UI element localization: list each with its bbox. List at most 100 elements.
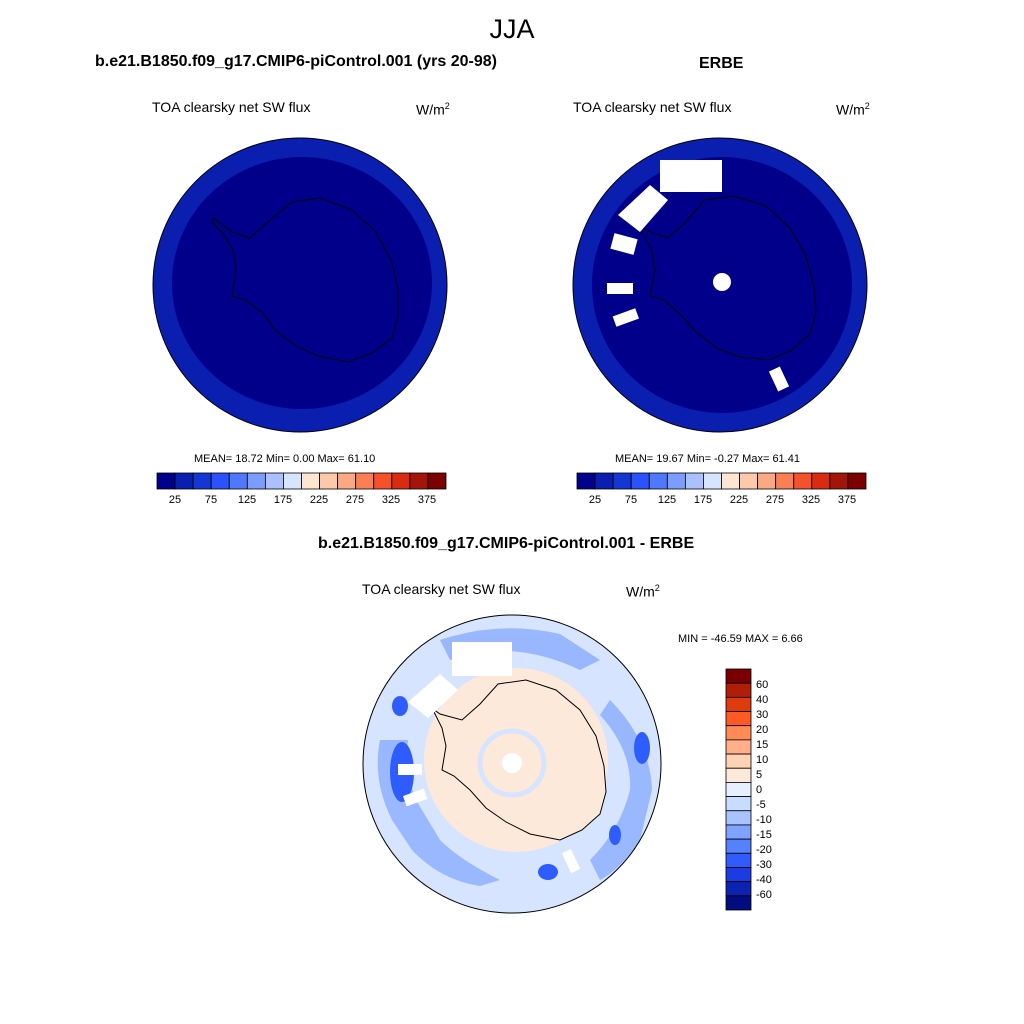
colorbar-swatch [684, 472, 704, 490]
colorbar-tick-label: 375 [837, 494, 857, 506]
colorbar-swatch [409, 472, 429, 490]
colorbar-swatch [666, 472, 686, 490]
colorbar-swatch [337, 472, 357, 490]
diff-stats: MIN = -46.59 MAX = 6.66 [678, 633, 803, 645]
colorbar-swatch [725, 696, 752, 712]
colorbar-tick-label: 25 [168, 494, 182, 506]
model-stats: MEAN= 18.72 Min= 0.00 Max= 61.10 [194, 453, 376, 465]
colorbar-swatch [775, 472, 795, 490]
colorbar-swatch [725, 725, 752, 741]
colorbar-swatch [391, 472, 411, 490]
colorbar-swatch [283, 472, 302, 490]
colorbar-tick-label: 20 [756, 724, 769, 736]
colorbar-tick-label: 175 [693, 494, 713, 506]
obs-map-border [572, 137, 868, 433]
diff-map-border [362, 614, 662, 914]
colorbar-swatch [725, 810, 752, 826]
colorbar-swatch [246, 472, 266, 490]
colorbar-swatch [829, 472, 849, 490]
model-colorbar [156, 472, 447, 490]
colorbar-swatch [739, 472, 759, 490]
colorbar-swatch [725, 767, 752, 783]
model-variable-label: TOA clearsky net SW flux [152, 99, 311, 115]
colorbar-swatch [725, 753, 752, 769]
colorbar-swatch [725, 895, 752, 911]
colorbar-swatch [703, 472, 722, 490]
colorbar-tick-label: -5 [756, 799, 766, 811]
colorbar-tick-label: 0 [756, 784, 763, 796]
colorbar-swatch [725, 711, 752, 727]
diff-variable-label: TOA clearsky net SW flux [362, 581, 521, 597]
colorbar-tick-label: -20 [756, 844, 772, 856]
colorbar-tick-label: 325 [381, 494, 401, 506]
colorbar-tick-label: 275 [765, 494, 785, 506]
colorbar-tick-label: 275 [345, 494, 365, 506]
colorbar-swatch [847, 472, 867, 490]
colorbar-swatch [319, 472, 339, 490]
colorbar-swatch [725, 682, 752, 698]
colorbar-swatch [725, 796, 752, 812]
colorbar-swatch [210, 472, 230, 490]
colorbar-tick-label: 325 [801, 494, 821, 506]
colorbar-swatch [725, 852, 752, 868]
colorbar-tick-label: 75 [204, 494, 218, 506]
missing-data-patches [398, 642, 581, 874]
colorbar-swatch [576, 472, 596, 490]
colorbar-swatch [192, 472, 212, 490]
obs-panel-title: ERBE [699, 55, 744, 72]
colorbar-tick-label: 15 [756, 739, 769, 751]
colorbar-tick-label: 5 [756, 769, 763, 781]
colorbar-tick-label: -40 [756, 874, 772, 886]
colorbar-tick-label: 10 [756, 754, 769, 766]
colorbar-tick-label: 30 [756, 709, 769, 721]
ocean-fill-inner [172, 157, 432, 409]
colorbar-swatch [811, 472, 831, 490]
colorbar-tick-label: -10 [756, 814, 772, 826]
colorbar-tick-label: 25 [588, 494, 602, 506]
colorbar-tick-label: 225 [309, 494, 329, 506]
colorbar-swatch [373, 472, 393, 490]
obs-colorbar [576, 472, 867, 490]
colorbar-swatch [793, 472, 813, 490]
colorbar-tick-label: -30 [756, 859, 772, 871]
colorbar-tick-label: -15 [756, 829, 772, 841]
missing-data-patches [607, 160, 790, 392]
diff-units-label: W/m2 [626, 583, 660, 600]
obs-variable-label: TOA clearsky net SW flux [573, 99, 732, 115]
colorbar-swatch [725, 824, 752, 840]
colorbar-swatch [725, 838, 752, 854]
colorbar-swatch [757, 472, 777, 490]
colorbar-swatch [301, 472, 320, 490]
model-polar-map [153, 138, 447, 432]
colorbar-swatch [725, 739, 752, 755]
inner-ring [477, 728, 547, 798]
obs-stats: MEAN= 19.67 Min= -0.27 Max= 61.41 [615, 453, 800, 465]
colorbar-tick-label: 375 [417, 494, 437, 506]
colorbar-tick-label: -60 [756, 889, 772, 901]
colorbar-swatch [264, 472, 284, 490]
strong-negative-patches [390, 696, 650, 880]
colorbar-tick-label: 125 [657, 494, 677, 506]
obs-polar-map [573, 138, 867, 432]
colorbar-tick-label: 60 [756, 679, 769, 691]
colorbar-swatch [228, 472, 248, 490]
colorbar-swatch [156, 472, 176, 490]
colorbar-swatch [630, 472, 650, 490]
colorbar-swatch [648, 472, 668, 490]
colorbar-tick-label: 75 [624, 494, 638, 506]
model-panel-title: b.e21.B1850.f09_g17.CMIP6-piControl.001 … [95, 53, 497, 70]
figure-title: JJA [489, 14, 535, 44]
colorbar-swatch [725, 881, 752, 897]
colorbar-tick-label: 125 [237, 494, 257, 506]
colorbar-tick-label: 175 [273, 494, 293, 506]
model-units-label: W/m2 [416, 101, 450, 118]
colorbar-swatch [427, 472, 447, 490]
colorbar-swatch [174, 472, 194, 490]
diff-polar-map [363, 615, 661, 913]
colorbar-swatch [725, 867, 752, 883]
colorbar-swatch [594, 472, 614, 490]
colorbar-swatch [721, 472, 740, 490]
model-map-border [152, 137, 448, 433]
colorbar-swatch [725, 782, 752, 797]
